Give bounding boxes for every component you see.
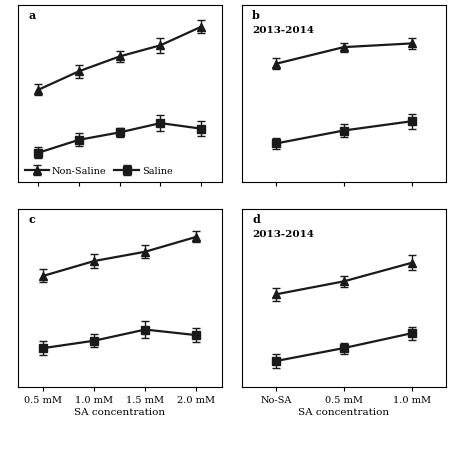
X-axis label: SA concentration: SA concentration (74, 408, 165, 417)
X-axis label: SA concentration: SA concentration (298, 408, 389, 417)
Text: b: b (252, 10, 260, 21)
Text: d: d (252, 215, 260, 225)
Text: 2013-2014: 2013-2014 (252, 26, 314, 35)
Text: 2013-2014: 2013-2014 (252, 230, 314, 239)
Text: a: a (28, 10, 36, 21)
Legend: Non-Saline, Saline: Non-Saline, Saline (23, 165, 174, 178)
Text: c: c (28, 215, 35, 225)
